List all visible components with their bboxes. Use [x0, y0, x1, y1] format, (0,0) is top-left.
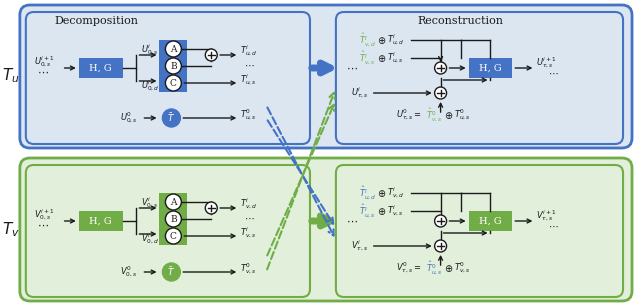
- Text: $T_{u,s}^{i}$: $T_{u,s}^{i}$: [240, 73, 257, 87]
- Text: $\cdots$: $\cdots$: [548, 221, 559, 231]
- Text: $\bar{T}$: $\bar{T}$: [167, 265, 175, 278]
- Text: $\hat{T}_{u,s}^{i}$: $\hat{T}_{u,s}^{i}$: [359, 203, 376, 219]
- Text: $V_{0,s}^{i+1}$: $V_{0,s}^{i+1}$: [34, 208, 54, 222]
- Text: Reconstruction: Reconstruction: [417, 16, 504, 26]
- Text: $V_{\tau,s}^{i+1}$: $V_{\tau,s}^{i+1}$: [536, 209, 557, 223]
- Circle shape: [435, 87, 447, 99]
- Text: $\oplus$: $\oplus$: [377, 52, 386, 63]
- Text: A: A: [170, 197, 177, 206]
- Circle shape: [205, 49, 217, 61]
- Text: $V_{0,s}^{0}$: $V_{0,s}^{0}$: [120, 265, 137, 279]
- FancyBboxPatch shape: [336, 12, 623, 144]
- Text: $T_{v,s}^{0}$: $T_{v,s}^{0}$: [454, 261, 470, 275]
- Text: $\hat{T}_{v,s}^{0}$: $\hat{T}_{v,s}^{0}$: [426, 107, 442, 124]
- Text: $U_{\tau,s}^{0}=$: $U_{\tau,s}^{0}=$: [396, 108, 422, 122]
- Text: $U_{\tau,s}^{i}$: $U_{\tau,s}^{i}$: [351, 86, 369, 100]
- Text: $T_{u,d}^{i}$: $T_{u,d}^{i}$: [240, 44, 258, 58]
- Text: $\cdots$: $\cdots$: [346, 63, 358, 73]
- Text: B: B: [170, 214, 177, 224]
- Text: $T_{u,d}^{i}$: $T_{u,d}^{i}$: [387, 33, 404, 47]
- FancyBboxPatch shape: [20, 5, 632, 148]
- Text: $\oplus$: $\oplus$: [377, 34, 386, 46]
- Text: $T_{u,s}^{0}$: $T_{u,s}^{0}$: [454, 108, 470, 122]
- FancyBboxPatch shape: [26, 12, 310, 144]
- Circle shape: [165, 58, 181, 74]
- Text: C: C: [170, 79, 177, 87]
- FancyBboxPatch shape: [336, 165, 623, 297]
- Circle shape: [165, 75, 181, 91]
- Text: $U_{0,s}^{i+1}$: $U_{0,s}^{i+1}$: [34, 55, 54, 69]
- Bar: [159, 193, 188, 245]
- Text: A: A: [170, 44, 177, 54]
- Circle shape: [165, 194, 181, 210]
- Bar: [79, 211, 122, 231]
- Text: $U_{0,d}^{i}$: $U_{0,d}^{i}$: [141, 79, 160, 93]
- Text: $\oplus$: $\oplus$: [444, 262, 453, 274]
- Text: $U_{0,s}^{i}$: $U_{0,s}^{i}$: [141, 43, 159, 57]
- Text: $T_{u,s}^{i}$: $T_{u,s}^{i}$: [387, 51, 404, 65]
- Text: $\cdots$: $\cdots$: [244, 60, 255, 70]
- Text: $\cdots$: $\cdots$: [36, 67, 49, 77]
- Text: $\cdots$: $\cdots$: [36, 220, 49, 230]
- Circle shape: [435, 240, 447, 252]
- Text: $V_{0,s}^{i}$: $V_{0,s}^{i}$: [141, 196, 159, 210]
- Text: $U_{0,s}^{0}$: $U_{0,s}^{0}$: [120, 111, 138, 125]
- Circle shape: [435, 62, 447, 74]
- FancyBboxPatch shape: [26, 165, 310, 297]
- Circle shape: [435, 215, 447, 227]
- Text: $U_{\tau,s}^{i+1}$: $U_{\tau,s}^{i+1}$: [536, 56, 557, 70]
- Text: C: C: [170, 232, 177, 241]
- Circle shape: [165, 41, 181, 57]
- Text: $\hat{T}_{u,d}^{i}$: $\hat{T}_{u,d}^{i}$: [359, 184, 376, 201]
- FancyBboxPatch shape: [20, 158, 632, 301]
- Text: H, G: H, G: [479, 217, 502, 225]
- Text: H, G: H, G: [479, 63, 502, 72]
- Text: $V_{0,d}^{i}$: $V_{0,d}^{i}$: [141, 232, 160, 246]
- Text: $T_{v,d}^{i}$: $T_{v,d}^{i}$: [240, 197, 257, 211]
- Text: B: B: [170, 62, 177, 71]
- Text: $T_{v,s}^{i}$: $T_{v,s}^{i}$: [240, 226, 257, 240]
- Text: $\cdots$: $\cdots$: [548, 68, 559, 78]
- Bar: [79, 58, 122, 78]
- Bar: [468, 211, 513, 231]
- Text: $\oplus$: $\oplus$: [444, 110, 453, 120]
- Text: $\cdots$: $\cdots$: [346, 216, 358, 226]
- Text: Decomposition: Decomposition: [54, 16, 139, 26]
- Text: $V_{\tau,s}^{0}=$: $V_{\tau,s}^{0}=$: [396, 261, 421, 275]
- Text: $T_{v,d}^{i}$: $T_{v,d}^{i}$: [387, 186, 404, 200]
- Text: $T_v$: $T_v$: [2, 221, 20, 239]
- Text: $T_{u,s}^{0}$: $T_{u,s}^{0}$: [240, 108, 257, 122]
- Text: $T_{v,s}^{i}$: $T_{v,s}^{i}$: [387, 204, 403, 218]
- Circle shape: [165, 228, 181, 244]
- Text: $\oplus$: $\oplus$: [377, 205, 386, 217]
- Text: $\hat{T}_{v,d}^{i}$: $\hat{T}_{v,d}^{i}$: [359, 32, 376, 48]
- Text: $\cdots$: $\cdots$: [244, 213, 255, 223]
- Bar: [468, 58, 513, 78]
- Circle shape: [165, 211, 181, 227]
- Circle shape: [163, 109, 180, 127]
- Text: H, G: H, G: [90, 217, 112, 225]
- Text: H, G: H, G: [90, 63, 112, 72]
- Text: $T_{v,s}^{0}$: $T_{v,s}^{0}$: [240, 262, 257, 276]
- Text: $\hat{T}_{u,s}^{0}$: $\hat{T}_{u,s}^{0}$: [426, 260, 442, 276]
- Text: $\bar{T}$: $\bar{T}$: [167, 111, 175, 124]
- Text: $T_u$: $T_u$: [2, 67, 20, 85]
- Bar: [159, 40, 188, 92]
- Circle shape: [205, 202, 217, 214]
- Text: $\hat{T}_{v,s}^{i}$: $\hat{T}_{v,s}^{i}$: [359, 50, 376, 67]
- Text: $V_{\tau,s}^{i}$: $V_{\tau,s}^{i}$: [351, 239, 368, 253]
- Circle shape: [163, 263, 180, 281]
- Text: $\oplus$: $\oplus$: [377, 188, 386, 198]
